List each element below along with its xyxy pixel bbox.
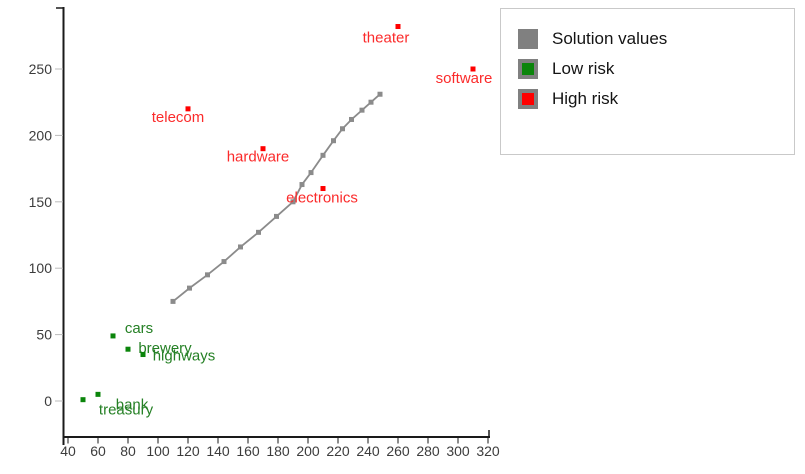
x-tick-label-40: 40 (60, 443, 76, 459)
point-theater (395, 24, 401, 30)
point-label-highways: highways (153, 348, 216, 365)
point-label-telecom: telecom (152, 109, 205, 126)
x-tick-label-240: 240 (356, 443, 380, 459)
point-software (470, 66, 476, 72)
point-hardware (260, 146, 266, 152)
point-label-hardware: hardware (227, 149, 290, 166)
point-telecom (185, 106, 191, 112)
solution-marker-0 (170, 298, 176, 304)
point-brewery (125, 346, 131, 352)
legend-label-solution-values: Solution values (552, 29, 668, 48)
point-label-electronics: electronics (286, 190, 358, 207)
solution-marker-1 (187, 285, 192, 291)
solution-marker-11 (331, 138, 336, 144)
x-tick-label-60: 60 (90, 443, 106, 459)
solution-marker-12 (340, 126, 345, 132)
point-label-brewery: brewery (138, 340, 192, 357)
legend-swatch-low-risk-icon (518, 59, 538, 79)
point-bank (95, 391, 101, 397)
legend-swatch-high-risk-icon (518, 89, 538, 109)
x-tick-label-280: 280 (416, 443, 440, 459)
point-highways (140, 352, 146, 358)
solution-marker-8 (299, 182, 305, 188)
x-tick-label-300: 300 (446, 443, 470, 459)
point-label-software: software (436, 70, 493, 87)
legend-label-high-risk: High risk (552, 89, 619, 108)
point-label-treasury: treasury (99, 402, 154, 419)
point-treasury (80, 397, 86, 403)
legend: Solution values Low risk High risk (500, 8, 795, 155)
solution-marker-7 (290, 199, 296, 205)
solution-marker-3 (221, 259, 227, 265)
solution-marker-14 (359, 107, 365, 113)
point-label-theater: theater (363, 30, 410, 47)
point-label-cars: cars (125, 320, 153, 337)
legend-item-solution-values: Solution values (518, 29, 794, 49)
y-tick-label-200: 200 (29, 127, 53, 143)
solution-marker-4 (238, 244, 243, 250)
x-tick-label-80: 80 (120, 443, 136, 459)
legend-item-high-risk: High risk (518, 89, 794, 109)
solution-marker-5 (256, 229, 261, 235)
point-electronics (320, 186, 326, 192)
y-tick-label-100: 100 (29, 260, 53, 276)
legend-swatch-solution-values-icon (518, 29, 538, 49)
x-tick-label-100: 100 (146, 443, 170, 459)
point-label-bank: bank (116, 396, 149, 413)
legend-label-low-risk: Low risk (552, 59, 615, 78)
point-cars (110, 333, 116, 339)
solution-marker-10 (320, 152, 326, 158)
x-tick-label-180: 180 (266, 443, 290, 459)
solution-marker-2 (205, 272, 210, 278)
x-tick-label-220: 220 (326, 443, 350, 459)
solution-marker-15 (368, 99, 374, 105)
y-tick-label-0: 0 (44, 393, 52, 409)
x-tick-label-320: 320 (476, 443, 500, 459)
y-tick-label-150: 150 (29, 194, 53, 210)
x-tick-label-260: 260 (386, 443, 410, 459)
legend-item-low-risk: Low risk (518, 59, 794, 79)
solution-marker-9 (308, 170, 314, 176)
solution-marker-6 (274, 213, 279, 219)
y-tick-label-50: 50 (36, 327, 52, 343)
y-tick-label-250: 250 (29, 61, 53, 77)
x-tick-label-140: 140 (206, 443, 230, 459)
solution-marker-13 (349, 116, 354, 122)
x-tick-label-200: 200 (296, 443, 320, 459)
solution-marker-16 (377, 91, 383, 97)
x-tick-label-160: 160 (236, 443, 260, 459)
x-tick-label-120: 120 (176, 443, 200, 459)
